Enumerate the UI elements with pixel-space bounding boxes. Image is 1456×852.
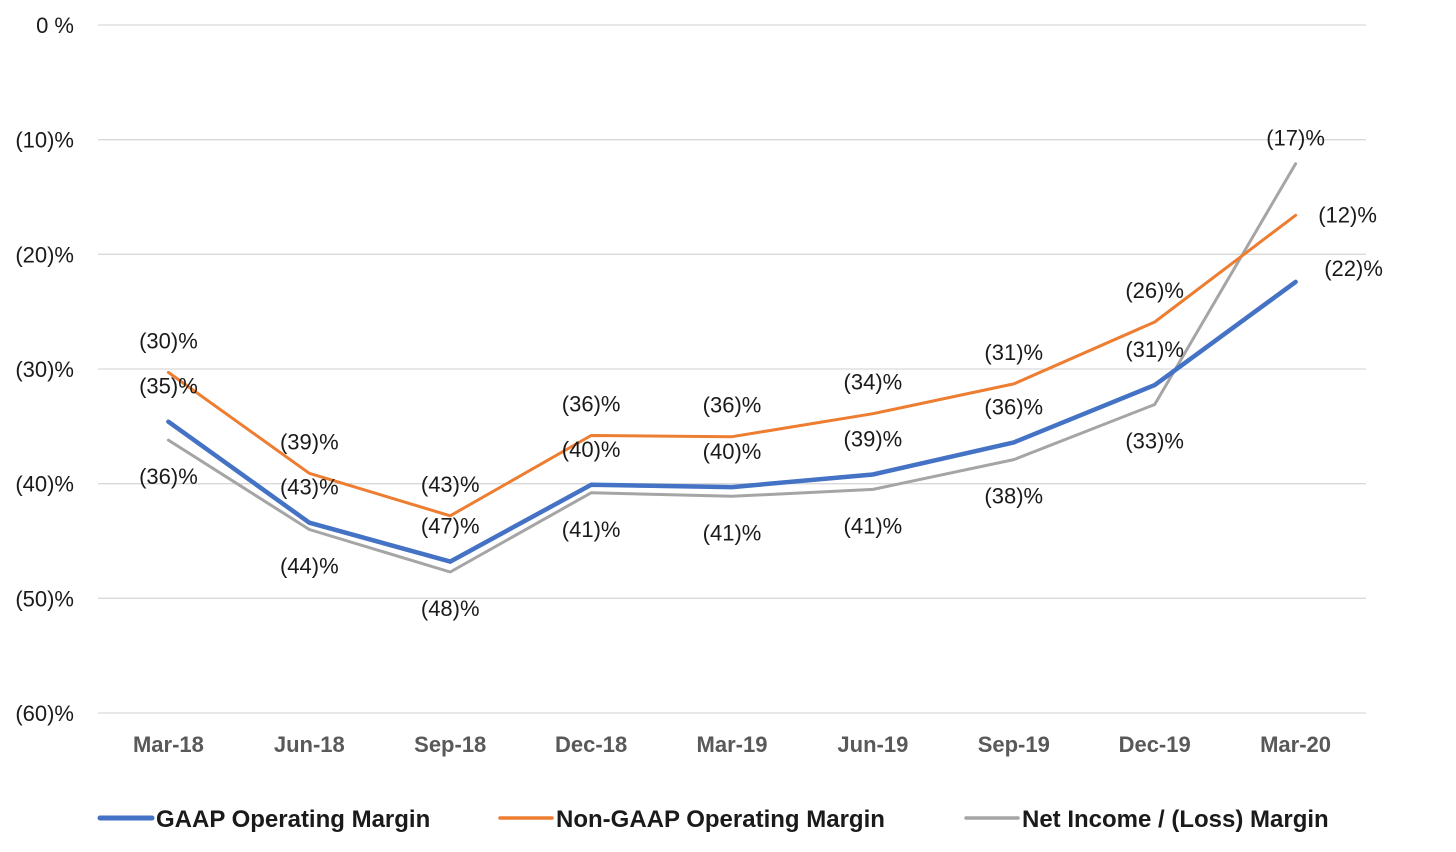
data-labels: (35)% (43)% (47)% (40)% (40)% (39)% (36)% (31)%… bbox=[139, 126, 1383, 621]
x-tick-label: Dec-18 bbox=[555, 732, 627, 757]
x-tick-label: Mar-18 bbox=[133, 732, 204, 757]
x-tick-label: Sep-18 bbox=[414, 732, 486, 757]
data-label-series-2: (36)% bbox=[139, 464, 198, 489]
data-label-series-2: (41)% bbox=[703, 520, 762, 545]
x-tick-label: Mar-19 bbox=[697, 732, 768, 757]
series-line-0 bbox=[166, 279, 1298, 564]
data-label-series-1: (26)% bbox=[1125, 278, 1184, 303]
x-tick-label: Mar-20 bbox=[1260, 732, 1331, 757]
data-label-series-2: (48)% bbox=[421, 596, 480, 621]
data-label-series-0: (40)% bbox=[562, 437, 621, 462]
y-tick-label: (20)% bbox=[15, 242, 74, 267]
data-label-series-1: (39)% bbox=[280, 429, 339, 454]
grid-layer bbox=[98, 24, 1366, 714]
data-label-series-2: (41)% bbox=[844, 513, 903, 538]
data-label-series-2: (44)% bbox=[280, 554, 339, 579]
legend-label-2: Net Income / (Loss) Margin bbox=[1022, 806, 1329, 833]
series-line-2 bbox=[166, 162, 1298, 574]
data-label-series-2: (33)% bbox=[1125, 429, 1184, 454]
data-label-series-2: (41)% bbox=[562, 517, 621, 542]
data-label-series-2: (38)% bbox=[984, 484, 1043, 509]
data-label-series-1: (36)% bbox=[562, 392, 621, 417]
data-label-series-1: (31)% bbox=[984, 340, 1043, 365]
y-axis: 0 % (10)% (20)% (30)% (40)% (50)% (60)% bbox=[15, 13, 74, 726]
y-tick-label: (50)% bbox=[15, 586, 74, 611]
data-label-series-0: (31)% bbox=[1125, 337, 1184, 362]
legend-label-0: GAAP Operating Margin bbox=[156, 806, 430, 833]
x-axis: Mar-18 Jun-18 Sep-18 Dec-18 Mar-19 Jun-19 Sep-… bbox=[133, 732, 1331, 757]
x-tick-label: Jun-18 bbox=[274, 732, 345, 757]
series-layer bbox=[166, 162, 1298, 574]
x-tick-label: Dec-19 bbox=[1119, 732, 1191, 757]
data-label-series-0: (22)% bbox=[1324, 256, 1383, 281]
data-label-series-1: (30)% bbox=[139, 328, 198, 353]
data-label-series-0: (35)% bbox=[139, 374, 198, 399]
legend: GAAP Operating Margin Non-GAAP Operating … bbox=[97, 806, 1329, 833]
y-tick-label: (40)% bbox=[15, 472, 74, 497]
data-label-series-1: (43)% bbox=[421, 472, 480, 497]
data-label-series-0: (40)% bbox=[703, 439, 762, 464]
series-line-1 bbox=[166, 213, 1298, 518]
y-tick-label: (60)% bbox=[15, 701, 74, 726]
data-label-series-2: (17)% bbox=[1266, 126, 1325, 151]
data-label-series-1: (34)% bbox=[844, 370, 903, 395]
y-tick-label: (30)% bbox=[15, 357, 74, 382]
legend-label-1: Non-GAAP Operating Margin bbox=[556, 806, 885, 833]
y-tick-label: (10)% bbox=[15, 128, 74, 153]
data-label-series-0: (47)% bbox=[421, 514, 480, 539]
data-label-series-1: (12)% bbox=[1318, 202, 1377, 227]
x-tick-label: Jun-19 bbox=[837, 732, 908, 757]
data-label-series-1: (36)% bbox=[703, 393, 762, 418]
data-label-series-0: (36)% bbox=[984, 394, 1043, 419]
y-tick-label: 0 % bbox=[36, 13, 74, 38]
data-label-series-0: (39)% bbox=[844, 426, 903, 451]
data-label-series-0: (43)% bbox=[280, 475, 339, 500]
x-tick-label: Sep-19 bbox=[978, 732, 1050, 757]
